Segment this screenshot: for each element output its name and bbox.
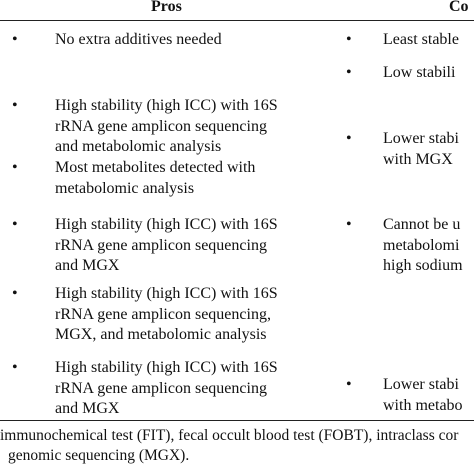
cons-item: high sodium	[383, 257, 463, 274]
footnote: genomic sequencing (MGX).	[8, 447, 190, 464]
pros-item: High stability (high ICC) with 16S rRNA …	[55, 285, 278, 343]
bullet: •	[12, 31, 18, 48]
cons-item: Least stable	[383, 31, 459, 48]
cons-item: with metabo	[383, 396, 463, 414]
bullet: •	[12, 159, 18, 176]
cons-item: Lower stabi	[383, 130, 459, 147]
header-cons: Co	[449, 0, 469, 15]
pros-item: No extra additives needed	[55, 31, 222, 48]
cons-item: metabolomi	[383, 236, 460, 254]
bullet: •	[12, 285, 18, 302]
header-pros: Pros	[151, 0, 182, 15]
pros-item: High stability (high ICC) with 16S rRNA …	[55, 216, 278, 274]
header-rule	[0, 20, 474, 21]
bullet: •	[346, 64, 352, 81]
bullet: •	[346, 31, 352, 48]
pros-item: High stability (high ICC) with 16S rRNA …	[55, 97, 278, 155]
pros-item: High stability (high ICC) with 16S rRNA …	[55, 359, 278, 417]
footnote: immunochemical test (FIT), fecal occult …	[0, 427, 459, 444]
bullet: •	[12, 97, 18, 114]
bullet: •	[12, 359, 18, 376]
pros-item: Most metabolites detected with metabolom…	[55, 159, 256, 197]
bottom-rule	[0, 420, 474, 421]
cons-item: Cannot be u	[383, 216, 461, 233]
bullet: •	[346, 376, 352, 393]
cons-item: Lower stabi	[383, 376, 459, 393]
cons-item: with MGX	[383, 150, 453, 168]
bullet: •	[346, 216, 352, 233]
bullet: •	[346, 130, 352, 147]
cons-item: Low stabili	[383, 64, 456, 81]
bullet: •	[12, 216, 18, 233]
